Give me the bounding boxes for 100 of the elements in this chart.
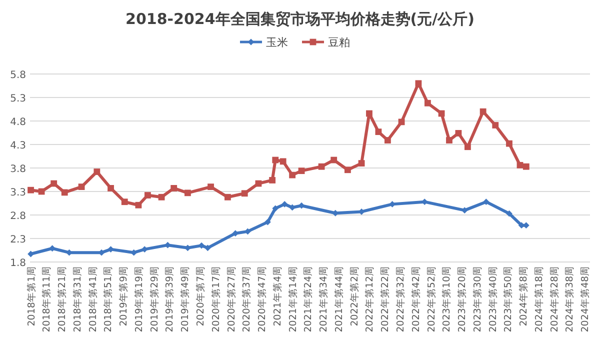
- point: [170, 185, 178, 192]
- x-tick-label: 2021年第24周: [302, 266, 314, 332]
- point: [424, 100, 431, 106]
- x-tick-label: 2020年第37周: [240, 266, 253, 332]
- point: [366, 110, 372, 117]
- point: [506, 210, 512, 217]
- point: [482, 198, 490, 206]
- x-tick-label: 2019年第19周: [132, 266, 145, 332]
- point: [66, 249, 72, 256]
- point: [298, 168, 305, 174]
- point: [108, 246, 114, 253]
- point: [281, 200, 288, 208]
- point: [241, 190, 248, 197]
- point: [506, 140, 512, 147]
- point: [461, 207, 468, 214]
- point: [298, 202, 305, 209]
- x-tick-label: 2021年第44周: [332, 266, 345, 332]
- point: [516, 162, 524, 168]
- x-tick-label: 2023年第30周: [471, 266, 484, 332]
- x-tick-label: 2018年第11周: [40, 266, 53, 332]
- y-tick-label: 3.3: [10, 188, 26, 198]
- point: [204, 244, 211, 252]
- x-tick-label: 2019年第49周: [179, 266, 192, 332]
- x-tick-label: 2024年第18周: [532, 266, 545, 332]
- point: [144, 192, 151, 198]
- point: [330, 156, 338, 164]
- point: [289, 172, 296, 178]
- x-tick-label: 2022年第52周: [425, 266, 438, 332]
- point: [130, 249, 138, 256]
- x-tick-label: 2020年第7周: [194, 266, 206, 326]
- x-tick-label: 2018年第31周: [71, 266, 84, 332]
- x-tick-label: 2019年第29周: [148, 266, 160, 332]
- y-tick-label: 1.8: [10, 258, 26, 269]
- x-tick-label: 2023年第40周: [486, 266, 499, 332]
- point: [264, 218, 271, 226]
- point: [121, 198, 128, 206]
- x-tick-label: 2018年第21周: [56, 266, 68, 332]
- point: [158, 194, 165, 200]
- x-tick-label: 2020年第47周: [256, 266, 268, 332]
- x-tick-label: 2018年第41周: [86, 266, 99, 332]
- x-tick-label: 2018年第51周: [102, 266, 114, 332]
- x-tick-label: 2019年第9周: [118, 266, 130, 326]
- point: [415, 80, 422, 87]
- x-tick-label: 2024年第8周: [518, 266, 530, 326]
- point: [272, 205, 279, 212]
- y-tick-label: 5.3: [10, 94, 26, 104]
- x-tick-label: 2024年第48周: [579, 266, 592, 332]
- point: [280, 158, 286, 165]
- point: [50, 180, 58, 187]
- point: [398, 118, 405, 126]
- point: [184, 190, 191, 196]
- point: [272, 156, 279, 164]
- point: [464, 144, 471, 150]
- point: [269, 177, 276, 184]
- y-tick-label: 5.8: [10, 70, 26, 81]
- chart-title: 2018-2024年全国集贸市场平均价格走势(元/公斤): [126, 10, 474, 28]
- x-tick-label: 2023年第50周: [502, 266, 514, 332]
- point: [358, 160, 365, 166]
- y-tick-label: 3.8: [10, 164, 26, 175]
- point: [384, 137, 391, 144]
- x-tick-label: 2023年第10周: [440, 266, 453, 332]
- x-tick-label: 2021年第4周: [271, 266, 284, 326]
- legend-label: 豆粕: [328, 36, 350, 49]
- x-tick-label: 2024年第38周: [564, 266, 576, 332]
- point: [522, 163, 530, 170]
- y-tick-label: 4.8: [10, 117, 26, 128]
- point: [28, 186, 34, 194]
- x-tick-label: 2019年第39周: [164, 266, 176, 332]
- x-tick-label: 2020年第27周: [225, 266, 238, 332]
- point: [78, 184, 85, 190]
- y-tick-label: 4.3: [10, 140, 26, 152]
- y-tick-label: 2.3: [10, 234, 26, 246]
- x-tick-label: 2022年第32周: [394, 266, 406, 332]
- x-tick-label: 2024年第28周: [548, 266, 560, 332]
- y-tick-label: 2.8: [10, 211, 26, 222]
- point: [446, 137, 452, 144]
- x-tick-label: 2021年第14周: [286, 266, 299, 332]
- x-tick-label: 2022年第12周: [364, 266, 376, 332]
- point: [198, 242, 205, 249]
- x-tick-label: 2022年第2周: [348, 266, 360, 326]
- x-tick-label: 2021年第34周: [318, 266, 330, 332]
- x-tick-label: 2018年第1周: [25, 266, 38, 326]
- point: [135, 202, 142, 208]
- point: [108, 185, 114, 192]
- x-tick-label: 2022年第42周: [410, 266, 422, 332]
- legend-label: 玉米: [266, 36, 288, 49]
- point: [141, 246, 148, 253]
- point: [455, 130, 462, 136]
- point: [375, 128, 382, 136]
- x-tick-label: 2022年第22周: [379, 266, 392, 332]
- point: [208, 184, 214, 190]
- point: [492, 122, 499, 128]
- x-tick-label: 2020年第17周: [210, 266, 222, 332]
- point: [49, 245, 56, 252]
- point: [224, 194, 231, 200]
- point: [94, 168, 100, 175]
- point: [480, 108, 486, 115]
- point: [344, 166, 351, 174]
- point: [61, 189, 68, 196]
- point: [318, 163, 325, 170]
